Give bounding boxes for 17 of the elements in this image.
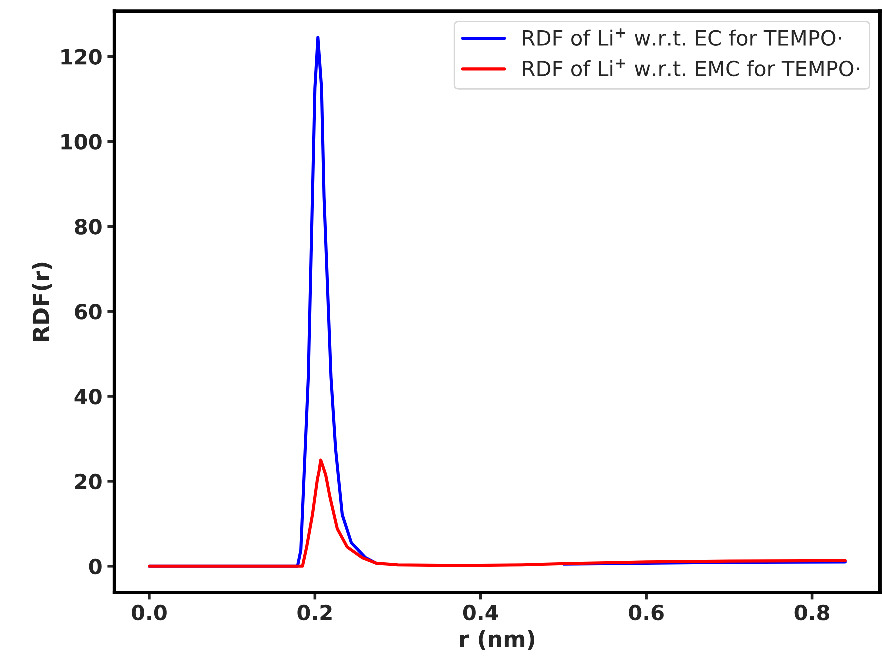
x-tick-label: 0.8 bbox=[794, 604, 830, 621]
y-tick-label: 100 bbox=[62, 134, 102, 150]
y-tick-label: 80 bbox=[75, 219, 102, 235]
x-tick-label: 0.0 bbox=[132, 604, 167, 621]
y-tick-label: 0 bbox=[89, 558, 102, 575]
y-tick-label: 20 bbox=[76, 474, 102, 490]
x-axis-title: r (nm) bbox=[460, 630, 535, 650]
y-tick-label: 60 bbox=[75, 304, 102, 320]
legend-label: RDF of Li$^{+}$ w.r.t. EMC for TEMPO· bbox=[523, 59, 860, 77]
y-axis-title: RDF(r) bbox=[32, 262, 52, 341]
x-tick-label: 0.4 bbox=[463, 604, 498, 621]
legend-label: RDF of Li$^{+}$ w.r.t. EC for TEMPO· bbox=[523, 28, 842, 46]
line-series bbox=[148, 458, 847, 568]
y-tick-label: 40 bbox=[74, 388, 102, 405]
x-tick-label: 0.2 bbox=[298, 604, 332, 621]
x-tick-label: 0.6 bbox=[629, 604, 664, 621]
y-tick-label: 120 bbox=[62, 49, 102, 65]
